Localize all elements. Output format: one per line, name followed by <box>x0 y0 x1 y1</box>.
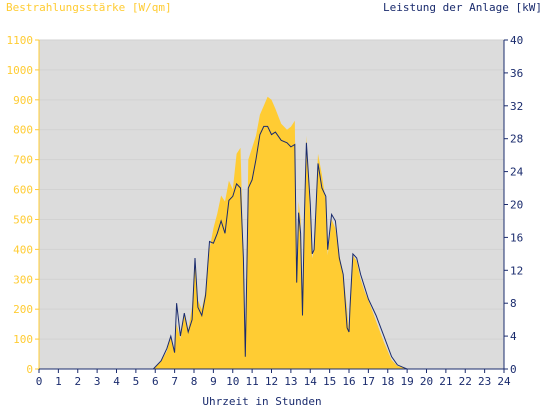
right-tick-labels: 0 4 8 12 16 20 24 28 32 36 40 <box>510 34 524 376</box>
right-tick-label: 24 <box>510 166 524 179</box>
x-tick-label: 13 <box>284 375 297 388</box>
left-tick-label: 700 <box>13 154 33 167</box>
left-tick-label: 900 <box>13 94 33 107</box>
irradiance-area <box>39 96 504 370</box>
left-tick-label: 800 <box>13 124 33 137</box>
x-tick-label: 14 <box>304 375 318 388</box>
x-tick-label: 9 <box>210 375 217 388</box>
right-tick-label: 28 <box>510 133 523 146</box>
left-axis-title: Bestrahlungsstärke [W/qm] <box>6 1 172 14</box>
left-tick-label: 1000 <box>7 64 34 77</box>
x-tick-label: 1 <box>55 375 62 388</box>
left-tick-label: 500 <box>13 213 33 226</box>
x-tick-label: 15 <box>323 375 336 388</box>
x-tick-label: 3 <box>94 375 101 388</box>
right-tick-label: 16 <box>510 231 523 244</box>
right-tick-label: 36 <box>510 67 523 80</box>
x-tick-label: 0 <box>36 375 43 388</box>
x-tick-label: 21 <box>439 375 452 388</box>
x-axis-title: Uhrzeit in Stunden <box>202 395 321 408</box>
left-tick-label: 400 <box>13 243 33 256</box>
x-tick-label: 20 <box>420 375 433 388</box>
x-tick-label: 7 <box>171 375 178 388</box>
left-tick-label: 600 <box>13 184 33 197</box>
x-tick-label: 16 <box>342 375 355 388</box>
left-tick-label: 1100 <box>7 34 34 47</box>
x-tick-label: 4 <box>113 375 120 388</box>
x-tick-labels: 0 1 2 3 4 5 6 7 8 9 10 11 12 13 14 15 16 17 18 19 20 21 22 23 24 <box>36 375 511 388</box>
left-tick-label: 100 <box>13 333 33 346</box>
axis-layer <box>35 39 508 373</box>
right-tick-label: 0 <box>510 363 517 376</box>
x-tick-label: 12 <box>265 375 278 388</box>
x-tick-label: 10 <box>226 375 239 388</box>
right-tick-label: 8 <box>510 297 517 310</box>
x-tick-label: 22 <box>459 375 472 388</box>
left-tick-label: 0 <box>26 363 33 376</box>
left-tick-label: 300 <box>13 273 33 286</box>
x-tick-label: 5 <box>133 375 140 388</box>
right-tick-label: 4 <box>510 330 517 343</box>
right-tick-label: 20 <box>510 199 523 212</box>
x-tick-label: 6 <box>152 375 159 388</box>
x-tick-label: 2 <box>74 375 81 388</box>
power-line <box>39 125 504 370</box>
right-tick-label: 12 <box>510 264 523 277</box>
x-tick-label: 18 <box>381 375 394 388</box>
x-tick-label: 8 <box>191 375 198 388</box>
x-tick-label: 23 <box>478 375 491 388</box>
x-tick-label: 24 <box>497 375 511 388</box>
right-axis-title: Leistung der Anlage [kW] <box>383 1 542 14</box>
left-tick-label: 200 <box>13 303 33 316</box>
right-tick-label: 32 <box>510 100 523 113</box>
x-tick-label: 19 <box>401 375 414 388</box>
x-tick-label: 11 <box>246 375 259 388</box>
right-tick-label: 40 <box>510 34 523 47</box>
x-tick-label: 17 <box>362 375 375 388</box>
left-tick-labels: 0 100 200 300 400 500 600 700 800 900 1000 1100 <box>7 34 34 376</box>
